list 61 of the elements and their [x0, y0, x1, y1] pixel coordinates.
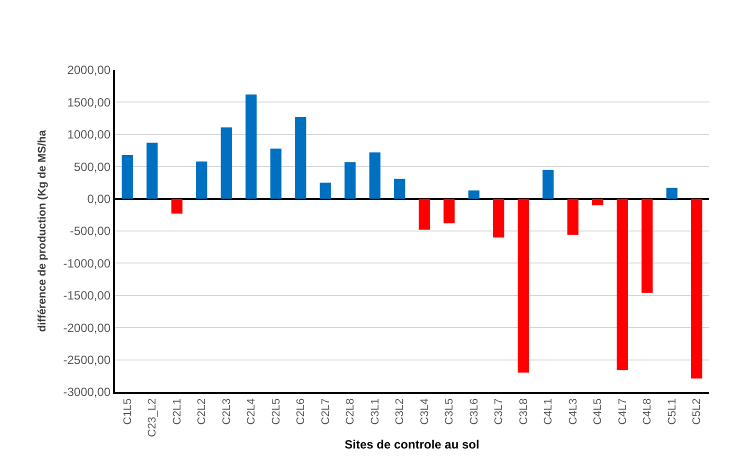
x-tick-label: C3L6 [468, 398, 480, 425]
x-tick-label: C3L2 [394, 398, 406, 425]
x-tick-label: C2L7 [320, 398, 332, 425]
y-axis-title: différence de production (Kg de MS/ha [36, 129, 48, 332]
y-tick-label: 1500,00 [67, 95, 111, 110]
bar [493, 198, 504, 238]
x-tick-label: C3L5 [444, 398, 456, 425]
x-tick-label: C2L8 [344, 398, 357, 425]
y-tick-label: 1000,00 [67, 128, 111, 142]
x-tick-label: C2L4 [246, 398, 258, 425]
x-tick-label: C3L7 [493, 398, 506, 425]
x-axis-title: Sites de controle au sol [344, 437, 480, 452]
bar [642, 198, 653, 293]
y-tick-label: -1000,00 [63, 256, 111, 270]
bar [418, 198, 430, 230]
x-tick-label: C2L2 [196, 398, 208, 425]
bar [616, 198, 628, 370]
bar [592, 198, 604, 206]
x-tick-label: C23_L2 [146, 398, 159, 437]
x-tick-label: C3L4 [418, 398, 431, 425]
x-tick-label: C4L3 [567, 398, 580, 425]
x-tick-label: C4L1 [542, 398, 555, 425]
y-tick-label: -2000,00 [63, 320, 111, 335]
x-tick-label: C4L7 [616, 398, 629, 425]
bar [146, 142, 158, 199]
x-tick-label: C4L8 [642, 398, 654, 425]
y-tick-label: 2000,00 [67, 63, 111, 78]
bar [344, 162, 356, 199]
bar [246, 94, 257, 199]
bar [122, 155, 133, 199]
x-tick-label: C4L5 [592, 398, 604, 425]
bar [394, 178, 406, 199]
x-tick-label: C5L1 [666, 398, 678, 425]
bar [666, 188, 678, 199]
bar [518, 198, 529, 373]
bar [468, 190, 480, 199]
x-tick-label: C2L5 [270, 398, 282, 425]
bar [270, 148, 282, 199]
bar [444, 198, 455, 224]
bar [171, 198, 182, 214]
bar [196, 161, 208, 199]
x-tick-label: C1L5 [122, 398, 134, 425]
y-tick-label: -500,00 [70, 224, 111, 238]
bar [542, 170, 554, 199]
bar [295, 117, 306, 199]
x-tick-label: C3L1 [369, 398, 382, 425]
x-tick-label: C2L6 [295, 398, 308, 425]
x-tick-label: C2L3 [220, 398, 233, 425]
bar [691, 198, 702, 378]
y-tick-label: -3000,00 [63, 385, 111, 400]
y-tick-label: 500,00 [74, 160, 111, 174]
x-tick-label: C2L1 [171, 398, 184, 425]
y-tick-label: -2500,00 [63, 353, 111, 367]
bar [220, 127, 232, 199]
bar [369, 152, 380, 199]
y-tick-label: -1500,00 [63, 288, 111, 303]
bar [320, 182, 331, 199]
y-tick-label: 0,00 [87, 192, 111, 206]
bar [567, 198, 578, 235]
x-tick-label: C3L8 [518, 398, 530, 425]
x-tick-label: C5L2 [691, 398, 704, 425]
